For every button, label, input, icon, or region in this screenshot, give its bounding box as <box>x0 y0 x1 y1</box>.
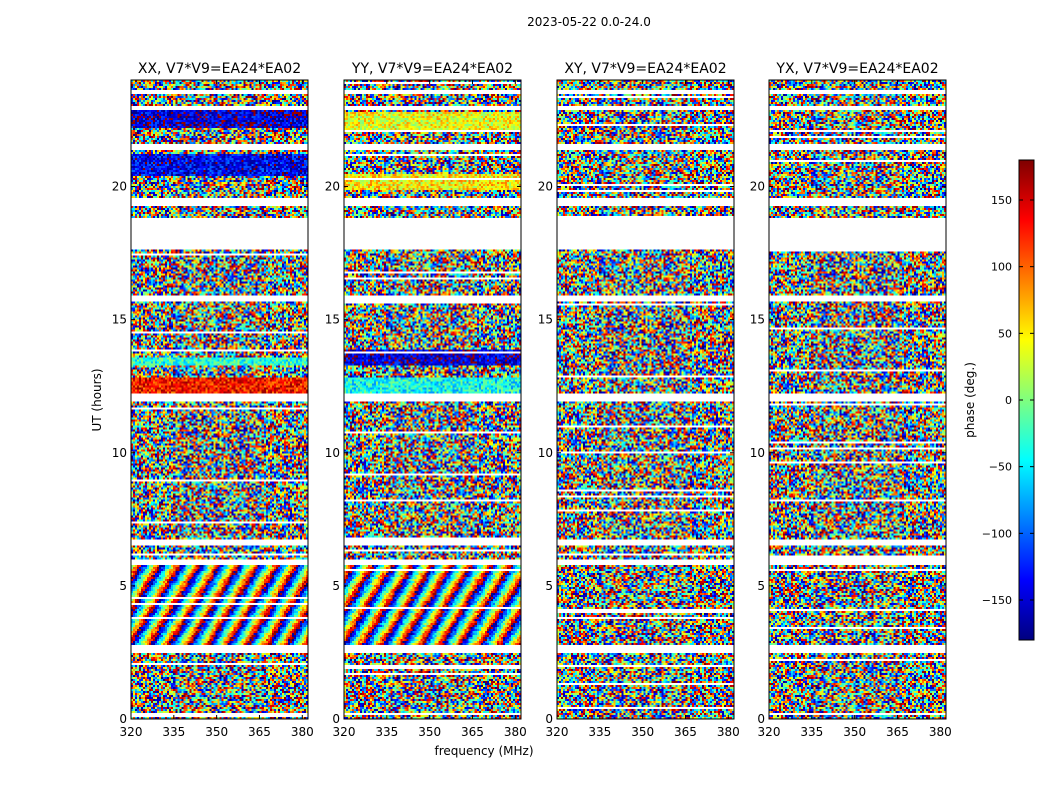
colorbar-tick-label: −50 <box>989 461 1012 474</box>
heatmap-image <box>344 80 521 719</box>
plot-frame <box>343 79 522 720</box>
panel-title: YX, V7*V9=EA24*EA02 <box>775 61 938 77</box>
colorbar-tick-label: 0 <box>1005 394 1012 407</box>
y-tick-label: 10 <box>112 446 127 460</box>
heatmap-image <box>557 80 734 719</box>
colorbar-tick-label: −150 <box>982 594 1012 607</box>
panel-title: XY, V7*V9=EA24*EA02 <box>564 61 726 77</box>
panels: XX, V7*V9=EA24*EA02 320 335 350 365 380 0 5 10 15… <box>112 61 952 739</box>
x-tick-label: 350 <box>631 725 654 739</box>
y-tick-label: 0 <box>545 712 553 726</box>
x-tick-label: 320 <box>758 725 781 739</box>
y-tick-label: 5 <box>757 579 765 593</box>
y-tick-label: 0 <box>119 712 127 726</box>
y-tick-label: 10 <box>750 446 765 460</box>
plot-frame <box>556 79 735 720</box>
y-tick-label: 10 <box>538 446 553 460</box>
panel-title: YY, V7*V9=EA24*EA02 <box>351 61 513 77</box>
y-tick-label: 20 <box>325 180 340 194</box>
plot-frame <box>130 79 309 720</box>
y-tick-label: 5 <box>119 579 127 593</box>
x-tick-label: 335 <box>375 725 398 739</box>
y-tick-label: 5 <box>545 579 553 593</box>
y-tick-label: 5 <box>332 579 340 593</box>
x-tick-label: 380 <box>929 725 952 739</box>
x-tick-label: 380 <box>504 725 527 739</box>
x-tick-label: 335 <box>800 725 823 739</box>
panel-4: YX, V7*V9=EA24*EA02 320 335 350 365 380 0 5 10 15… <box>750 61 952 739</box>
colorbar-tick-label: 50 <box>998 327 1012 340</box>
x-tick-label: 350 <box>843 725 866 739</box>
y-tick-label: 10 <box>325 446 340 460</box>
panel-title: XX, V7*V9=EA24*EA02 <box>138 61 301 77</box>
x-tick-label: 365 <box>461 725 484 739</box>
y-tick-label: 20 <box>112 180 127 194</box>
y-tick-label: 15 <box>325 313 340 327</box>
x-tick-label: 320 <box>333 725 356 739</box>
x-axis-label: frequency (MHz) <box>434 744 533 758</box>
x-tick-label: 335 <box>588 725 611 739</box>
x-tick-label: 350 <box>205 725 228 739</box>
x-tick-label: 380 <box>717 725 740 739</box>
colorbar-tick-label: 150 <box>991 194 1012 207</box>
x-tick-label: 365 <box>886 725 909 739</box>
colorbar: −150 −100 −50 0 50 100 150 phase (deg.) <box>963 159 1035 641</box>
y-tick-label: 0 <box>757 712 765 726</box>
y-tick-label: 15 <box>750 313 765 327</box>
y-tick-label: 20 <box>750 180 765 194</box>
colorbar-tick-label: −100 <box>982 527 1012 540</box>
x-tick-label: 350 <box>418 725 441 739</box>
y-tick-label: 0 <box>332 712 340 726</box>
y-axis-label: UT (hours) <box>90 368 104 431</box>
x-tick-label: 320 <box>546 725 569 739</box>
heatmap-image <box>769 80 946 719</box>
panel-1: XX, V7*V9=EA24*EA02 320 335 350 365 380 0 5 10 15… <box>112 61 314 739</box>
colorbar-label: phase (deg.) <box>963 362 977 438</box>
colorbar-tick-label: 100 <box>991 261 1012 274</box>
y-tick-label: 20 <box>538 180 553 194</box>
x-tick-label: 335 <box>162 725 185 739</box>
y-tick-label: 15 <box>538 313 553 327</box>
figure-title: 2023-05-22 0.0-24.0 <box>527 15 651 29</box>
x-tick-label: 365 <box>674 725 697 739</box>
panel-3: XY, V7*V9=EA24*EA02 320 335 350 365 380 0 5 10 15… <box>538 61 740 739</box>
heatmap-image <box>131 80 308 719</box>
panel-2: YY, V7*V9=EA24*EA02 320 335 350 365 380 0 5 10 15… <box>325 61 527 739</box>
y-tick-label: 15 <box>112 313 127 327</box>
x-tick-label: 380 <box>291 725 314 739</box>
x-tick-label: 365 <box>248 725 271 739</box>
x-tick-label: 320 <box>120 725 143 739</box>
plot-frame <box>768 79 947 720</box>
